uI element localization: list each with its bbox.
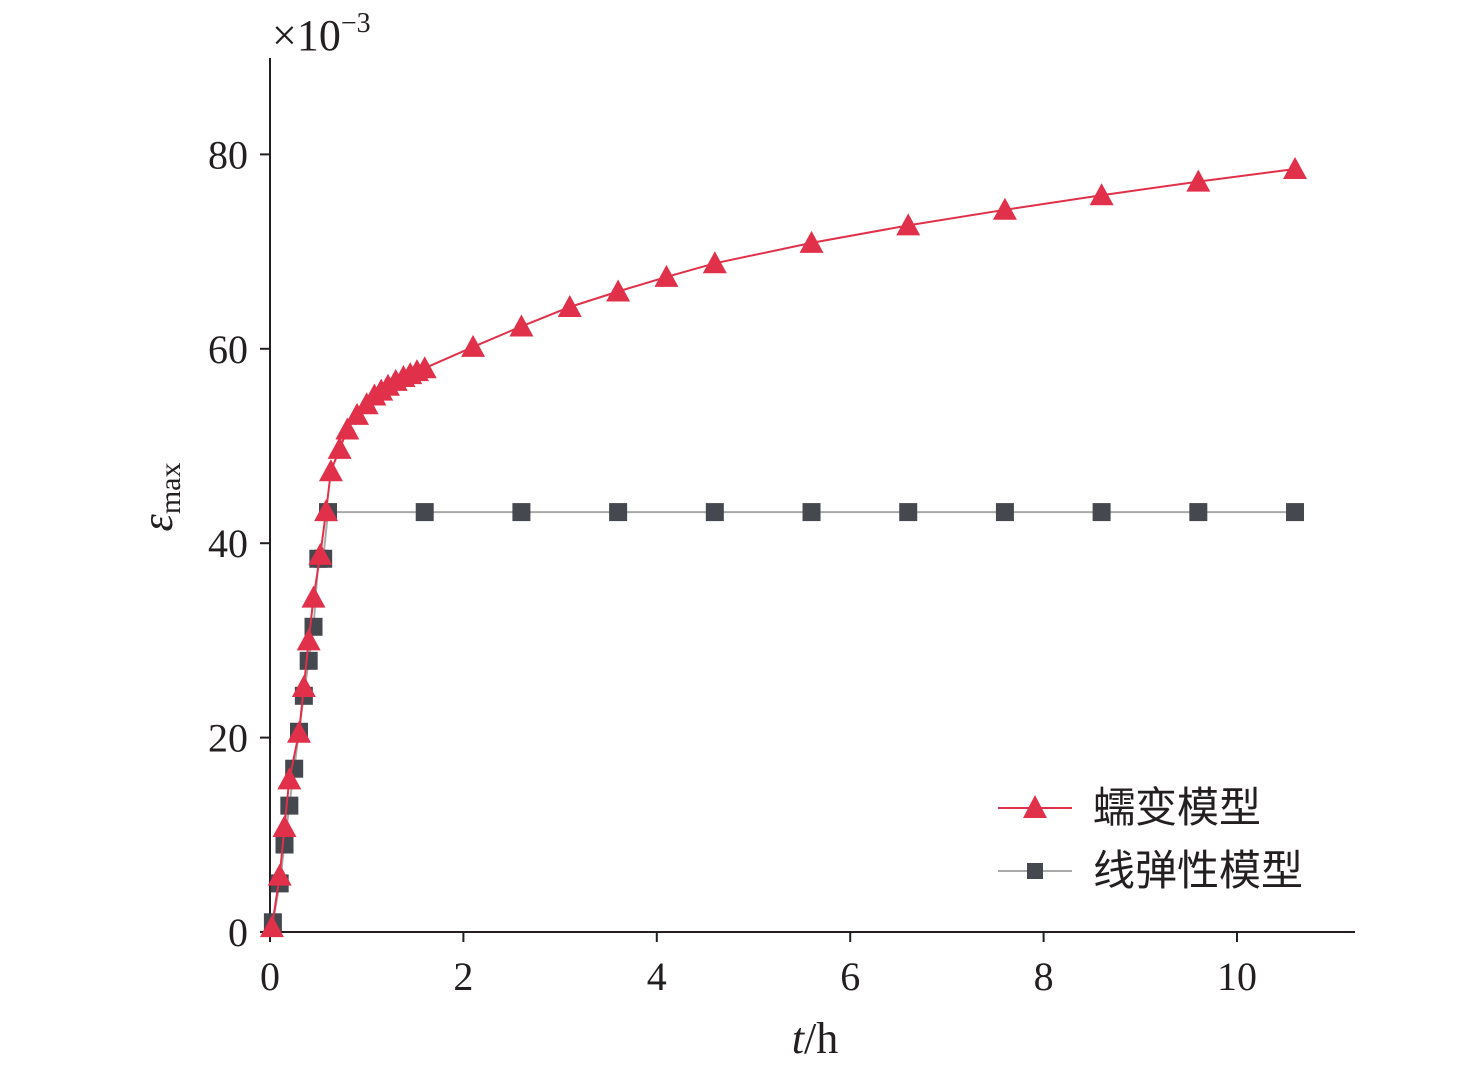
creep-point <box>702 251 727 274</box>
creep-point <box>308 542 333 565</box>
series-layer <box>259 156 1308 938</box>
y-label-symbol: ε <box>133 514 182 532</box>
creep-point <box>557 295 582 318</box>
elastic-point <box>899 503 918 522</box>
creep-point <box>509 314 534 337</box>
elastic-point <box>512 503 531 522</box>
elastic-point <box>280 796 299 815</box>
elastic-point <box>1092 503 1111 522</box>
legend-item-creep: 蠕变模型 <box>998 783 1261 832</box>
legend: 蠕变模型 线弹性模型 <box>998 783 1303 895</box>
creep-point <box>461 334 486 357</box>
y-tick-label: 20 <box>208 716 248 761</box>
creep-point <box>314 499 339 522</box>
elastic-point <box>705 503 724 522</box>
creep-point <box>296 628 321 651</box>
y-tick-label: 0 <box>228 910 248 955</box>
creep-point <box>287 720 312 743</box>
creep-point <box>335 417 360 440</box>
legend-item-elastic: 线弹性模型 <box>998 846 1303 895</box>
elastic-point <box>275 835 294 854</box>
creep-point <box>301 585 326 608</box>
creep-point <box>327 436 352 459</box>
elastic-point <box>609 503 628 522</box>
creep-point <box>259 915 284 938</box>
legend-creep-marker <box>1023 795 1047 818</box>
svg-text:εmax: εmax <box>133 463 187 532</box>
creep-point <box>1283 156 1308 179</box>
legend-elastic-label: 线弹性模型 <box>1093 846 1303 895</box>
y-tick-label: 40 <box>208 521 248 566</box>
elastic-point <box>802 503 821 522</box>
y-ticks: 0 20 40 60 80 <box>208 132 270 955</box>
x-axis-label: t/h <box>792 1014 838 1063</box>
x-tick-label: 8 <box>1034 954 1054 999</box>
creep-point <box>654 264 679 287</box>
y-scale-note: ×10−3 <box>272 8 371 60</box>
creep-point <box>896 213 921 236</box>
series-creep <box>259 156 1308 938</box>
creep-point <box>267 863 292 886</box>
creep-point <box>318 459 343 482</box>
legend-elastic-marker <box>1027 863 1043 879</box>
creep-point <box>412 356 437 379</box>
y-scale-exponent: −3 <box>341 8 371 39</box>
creep-point <box>992 197 1017 220</box>
x-label-variable: t <box>792 1014 806 1063</box>
x-tick-label: 6 <box>840 954 860 999</box>
y-scale-base: ×10 <box>272 11 341 60</box>
elastic-point <box>1286 503 1305 522</box>
y-label-subscript: max <box>154 463 187 515</box>
x-label-unit: /h <box>804 1014 838 1063</box>
creep-point <box>606 279 631 302</box>
creep-point <box>1089 183 1114 206</box>
creep-point <box>291 675 316 698</box>
x-ticks: 0 2 4 6 8 10 <box>260 932 1257 999</box>
creep-point <box>277 767 302 790</box>
x-tick-label: 2 <box>453 954 473 999</box>
creep-point <box>272 815 297 838</box>
legend-creep-label: 蠕变模型 <box>1093 783 1261 832</box>
elastic-point <box>1189 503 1208 522</box>
y-tick-label: 80 <box>208 132 248 177</box>
x-tick-label: 4 <box>647 954 667 999</box>
creep-point <box>799 230 824 253</box>
x-tick-label: 10 <box>1217 954 1257 999</box>
elastic-point <box>415 503 434 522</box>
y-axis-label: εmax <box>133 463 187 532</box>
elastic-point <box>995 503 1014 522</box>
y-tick-label: 60 <box>208 327 248 372</box>
x-tick-label: 0 <box>260 954 280 999</box>
creep-point <box>1186 169 1211 192</box>
elastic-point <box>299 651 318 670</box>
